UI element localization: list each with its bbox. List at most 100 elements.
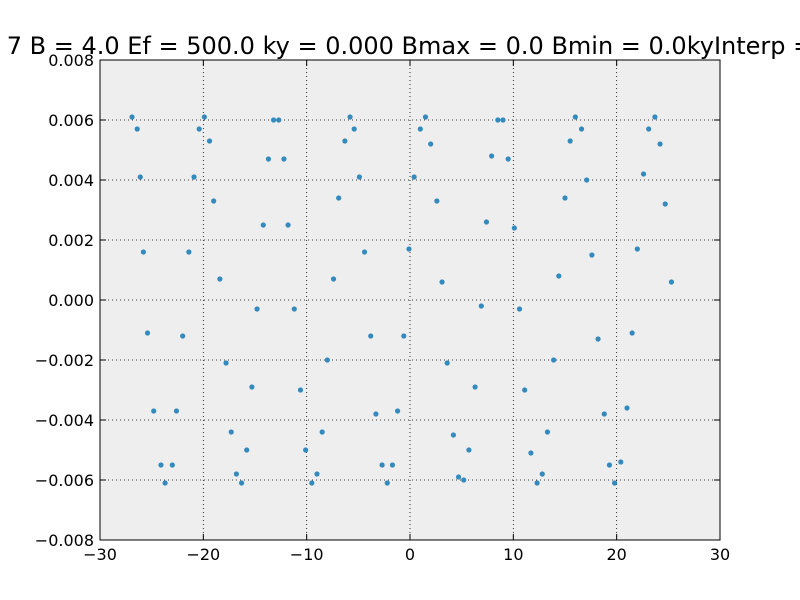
y-tick-label: 0.004 — [48, 171, 94, 190]
data-point — [439, 279, 445, 285]
data-point — [291, 306, 297, 312]
data-point — [144, 330, 151, 336]
x-tick-label: −20 — [186, 545, 220, 564]
data-point — [601, 411, 607, 417]
data-point — [417, 126, 423, 132]
data-points — [129, 114, 675, 486]
data-point — [422, 114, 429, 120]
data-point — [297, 387, 304, 393]
data-point — [276, 117, 282, 123]
y-axis-tick-labels: −0.008 −0.006 −0.004 −0.002 0.000 0.002 0.004 0… — [35, 51, 94, 550]
data-point — [640, 171, 647, 177]
data-point — [342, 138, 348, 144]
data-point — [319, 429, 325, 435]
data-point — [379, 462, 385, 468]
data-point — [444, 360, 450, 366]
data-point — [347, 114, 353, 120]
data-point — [211, 198, 217, 204]
data-point — [244, 447, 250, 453]
data-point — [140, 249, 146, 255]
data-point — [595, 336, 601, 342]
data-point — [657, 141, 663, 147]
data-point — [668, 279, 675, 285]
data-point — [450, 432, 456, 438]
data-point — [173, 408, 180, 414]
data-point — [324, 357, 330, 363]
data-point — [223, 360, 229, 366]
data-point — [191, 174, 197, 180]
x-axis-tick-labels: −30 −20 −10 0 10 20 30 — [83, 545, 730, 564]
chart-title: 7 B = 4.0 Ef = 500.0 ky = 0.000 Bmax = 0… — [7, 32, 800, 60]
y-tick-label: 0.008 — [48, 51, 94, 70]
data-point — [461, 477, 467, 483]
data-point — [534, 480, 540, 486]
x-tick-label: 30 — [710, 545, 730, 564]
y-tick-label: −0.004 — [35, 411, 94, 430]
data-point — [201, 114, 207, 120]
data-point — [662, 201, 668, 207]
data-point — [505, 156, 511, 162]
data-point — [169, 462, 175, 468]
data-point — [572, 114, 578, 120]
data-point — [544, 429, 551, 435]
data-point — [522, 387, 528, 393]
data-point — [238, 480, 245, 486]
data-point — [134, 126, 140, 132]
data-point — [309, 480, 315, 486]
data-point — [428, 141, 434, 147]
data-point — [395, 408, 401, 414]
data-point — [606, 462, 613, 468]
data-point — [233, 471, 239, 477]
data-point — [228, 429, 234, 435]
y-tick-label: −0.006 — [35, 471, 94, 490]
data-point — [271, 117, 277, 123]
axis-ticks — [99, 59, 721, 541]
data-point — [511, 225, 517, 231]
data-point — [634, 246, 640, 252]
data-point — [281, 156, 287, 162]
data-point — [217, 276, 223, 282]
data-point — [389, 462, 396, 468]
data-point — [285, 222, 291, 228]
data-point — [551, 357, 557, 363]
data-point — [556, 273, 562, 279]
data-point — [401, 333, 407, 339]
data-point — [137, 174, 143, 180]
data-point — [265, 156, 272, 162]
data-point — [516, 306, 523, 312]
y-tick-label: −0.008 — [35, 531, 94, 550]
data-point — [361, 249, 368, 255]
data-point — [652, 114, 658, 120]
data-point — [528, 450, 534, 456]
data-point — [584, 177, 590, 183]
data-point — [578, 126, 585, 132]
x-tick-label: −10 — [290, 545, 324, 564]
data-point — [303, 447, 309, 453]
data-point — [356, 174, 362, 180]
data-point — [196, 126, 202, 132]
data-point — [406, 246, 412, 252]
data-point — [151, 408, 157, 414]
data-point — [368, 333, 374, 339]
data-point — [478, 303, 484, 309]
y-tick-label: 0.006 — [48, 111, 94, 130]
data-point — [618, 459, 624, 465]
data-point — [489, 153, 495, 159]
data-point — [411, 174, 417, 180]
data-point — [455, 474, 462, 480]
x-tick-label: −30 — [83, 545, 117, 564]
data-point — [351, 126, 357, 132]
x-tick-label: 10 — [503, 545, 523, 564]
data-point — [466, 447, 472, 453]
data-point — [314, 471, 320, 477]
data-point — [249, 384, 255, 390]
data-point — [206, 138, 213, 144]
data-point — [646, 126, 652, 132]
data-point — [186, 249, 192, 255]
data-point — [330, 276, 337, 282]
data-point — [162, 480, 168, 486]
data-point — [434, 198, 440, 204]
data-point — [254, 306, 260, 312]
data-point — [180, 333, 186, 339]
